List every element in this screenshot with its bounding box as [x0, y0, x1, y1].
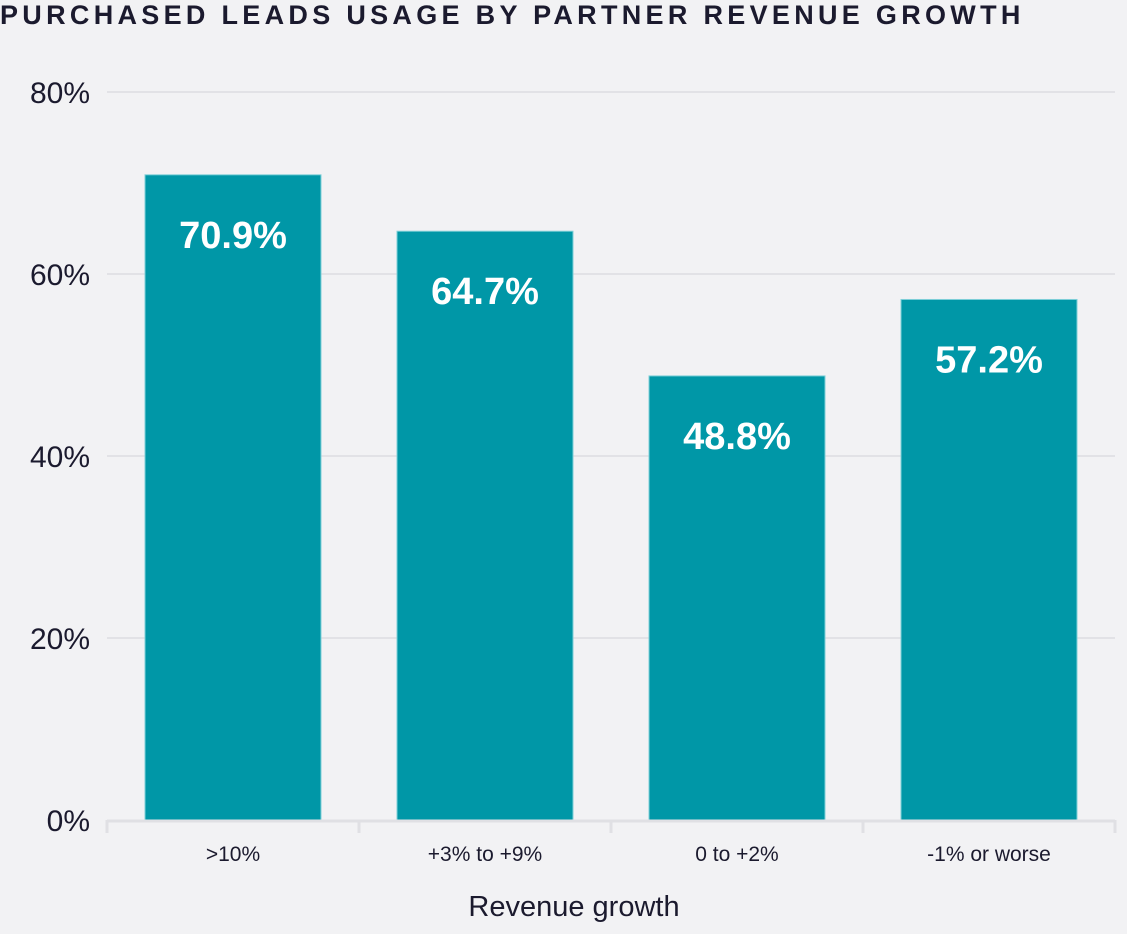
x-axis: >10% +3% to +9% 0 to +2% -1% or worse	[105, 819, 1117, 866]
bar	[144, 174, 322, 821]
x-tick-label: >10%	[206, 843, 260, 866]
y-tick-label: 40%	[30, 441, 90, 474]
x-tick-label: +3% to +9%	[428, 843, 542, 866]
data-label: 57.2%	[935, 339, 1043, 381]
y-tick-label: 60%	[30, 259, 90, 292]
bar	[900, 298, 1078, 821]
y-tick-label: 20%	[30, 623, 90, 656]
data-label: 70.9%	[179, 215, 287, 257]
y-tick-label: 0%	[47, 805, 90, 838]
bar	[396, 230, 574, 821]
data-label: 64.7%	[431, 271, 539, 313]
bars: 70.9% 64.7% 48.8% 57.2%	[144, 174, 1078, 821]
data-label: 48.8%	[683, 416, 791, 458]
y-axis: 0% 20% 40% 60% 80%	[30, 77, 90, 838]
chart-title: PURCHASED LEADS USAGE BY PARTNER REVENUE…	[0, 0, 1025, 30]
x-axis-label: Revenue growth	[468, 891, 679, 923]
x-tick-label: 0 to +2%	[695, 843, 778, 866]
y-tick-label: 80%	[30, 77, 90, 110]
x-tick-label: -1% or worse	[927, 843, 1051, 866]
